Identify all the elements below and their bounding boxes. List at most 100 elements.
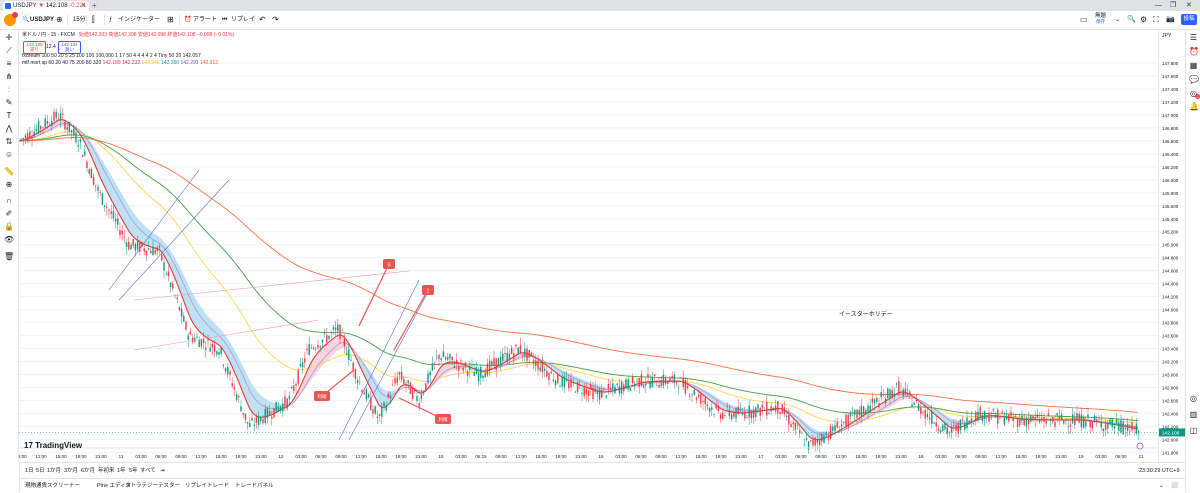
date-range-icon[interactable]: ⇥ (160, 463, 165, 479)
candle-body (623, 385, 624, 392)
alert-icon[interactable]: ⏰ (184, 11, 191, 29)
icons-tool-icon[interactable]: ☺ (4, 150, 14, 159)
range-1m[interactable]: 1か月 (47, 463, 61, 479)
publish-button[interactable]: 投稿 (1181, 14, 1197, 25)
drawn-trendline[interactable] (109, 170, 199, 290)
redo-icon[interactable]: ↷ (272, 11, 279, 29)
range-3m[interactable]: 3か月 (64, 463, 78, 479)
range-5y[interactable]: 5年 (129, 463, 138, 479)
camera-snapshot-icon[interactable]: 📷 (1166, 11, 1175, 29)
tab-strategy-tester[interactable]: ストラテジーテスター (125, 479, 180, 493)
holiday-note[interactable]: イースターホリデー (839, 310, 893, 318)
watchlist-icon[interactable]: ☰ (1189, 33, 1198, 42)
replay-icon[interactable]: ⏮ (222, 11, 227, 29)
candle-body (863, 407, 864, 414)
candle-body (742, 412, 743, 414)
lock-icon[interactable]: 🔒 (4, 222, 14, 231)
range-6m[interactable]: 6か月 (81, 463, 95, 479)
candle-body (436, 357, 437, 358)
alerts-clock-icon[interactable]: ⏰ (1189, 47, 1198, 56)
chart-pane[interactable]: S1利確利確イースターホリデー09:0012:0015:0018:0021:00… (19, 30, 1158, 462)
ma-red-line[interactable] (19, 120, 1138, 440)
clock-timezone[interactable]: 23:30:29 UTC+9 (1139, 463, 1180, 479)
interval-button[interactable]: 15分 (73, 11, 86, 29)
hide-drawings-icon[interactable]: 👁 (4, 235, 14, 244)
compare-add-icon[interactable]: ⊕ (56, 11, 63, 29)
settings-gear-icon[interactable]: ⚙ (1140, 11, 1147, 29)
range-1d[interactable]: 1日 (25, 463, 34, 479)
calendar-icon[interactable]: ▥ (1189, 410, 1198, 419)
magnet-icon[interactable]: ∩ (4, 196, 14, 205)
candle-body (168, 272, 169, 276)
candle-body (702, 401, 703, 402)
drawn-trendline[interactable] (119, 180, 229, 300)
maximize-button[interactable]: ❐ (1170, 0, 1176, 11)
range-5d[interactable]: 5日 (36, 463, 45, 479)
data-window-icon[interactable]: ▦ (1189, 61, 1198, 70)
trash-icon[interactable]: 🗑 (4, 252, 14, 261)
symbol-search-button[interactable]: USDJPY (30, 11, 54, 29)
layers-icon[interactable]: ◫ (1189, 426, 1198, 435)
price-tick-label: 146.000 (1162, 178, 1179, 183)
pitchfork-icon[interactable]: ⋔ (4, 72, 14, 81)
ma-orange-line[interactable] (19, 138, 1138, 413)
stay-drawing-icon[interactable]: ✐ (4, 209, 14, 218)
ruler-icon[interactable]: 📏 (4, 167, 14, 176)
fullscreen-icon[interactable]: ⛶ (1153, 11, 1159, 29)
crosshair-icon[interactable]: ✛ (4, 33, 14, 42)
trendline-icon[interactable]: ⟋ (4, 46, 14, 55)
candle-body (335, 328, 336, 331)
zoom-in-icon[interactable]: ⊕ (4, 180, 14, 189)
tab-replay-trade[interactable]: リプレイトレード (185, 479, 229, 493)
collapse-panel-icon[interactable]: ⌄ (1159, 479, 1164, 493)
layout-icon[interactable]: ▭ (1080, 11, 1088, 29)
fib-tools-icon[interactable]: ⫶ (4, 85, 14, 94)
range-1y[interactable]: 1年 (117, 463, 126, 479)
browser-tab[interactable]: USDJPY ▼ 142.108 -0.221 ✕ (3, 1, 89, 11)
horizontal-lines-icon[interactable]: ≡ (4, 59, 14, 68)
new-tab-button[interactable]: + (92, 0, 97, 11)
pattern-icon[interactable]: ⋀ (4, 124, 14, 133)
tab-trade-panel[interactable]: トレードパネル (235, 479, 274, 493)
templates-icon[interactable]: ⊞ (167, 11, 174, 29)
range-all[interactable]: すべて (140, 463, 156, 479)
close-window-button[interactable]: ✕ (1186, 0, 1192, 11)
brush-icon[interactable]: ✎ (4, 98, 14, 107)
ma-purple-line[interactable] (19, 124, 1138, 435)
order-quantity[interactable]: 12.4 (46, 44, 56, 50)
range-ytd[interactable]: 年初来 (98, 463, 115, 479)
tab-screener[interactable]: 現物通貨スクリーナー (25, 479, 80, 493)
chat-icon[interactable]: 💬 (1189, 75, 1198, 84)
quick-search-icon[interactable]: 🔍 (1127, 11, 1136, 29)
symbol-search-icon[interactable]: 🔍 (22, 11, 29, 29)
chevron-down-icon[interactable]: ⌄ (1115, 11, 1120, 29)
layout-save-button[interactable]: 無題 保存 (1095, 13, 1106, 25)
indicators-icon[interactable]: ƒ (109, 11, 112, 29)
indicator-mtf-label[interactable]: mtf mort sp 60 20 40 75 200 80 320 (22, 60, 101, 66)
event-marker-icon[interactable] (1137, 443, 1143, 449)
tab-close-icon[interactable]: ✕ (81, 1, 86, 11)
maximize-panel-icon[interactable]: ⬜ (1171, 479, 1178, 493)
alert-button[interactable]: アラート (193, 11, 217, 29)
candle-style-icon[interactable]: ⫿ (92, 11, 95, 29)
sell-button[interactable]: 142.109 売り (23, 41, 46, 54)
replay-button[interactable]: リプレイ (231, 11, 255, 29)
indicators-button[interactable]: インジケーター (118, 11, 160, 29)
currency-label[interactable]: JPY (1162, 33, 1172, 39)
buy-button[interactable]: 142.131 買い (58, 41, 81, 54)
time-axis[interactable]: 09:0012:0015:0018:0021:001103:0006:0009:… (19, 448, 1158, 459)
text-tool-icon[interactable]: T (4, 111, 14, 120)
candle-body (502, 354, 503, 362)
price-chart[interactable]: S1利確利確イースターホリデー09:0012:0015:0018:0021:00… (19, 30, 1158, 462)
symbol-title[interactable]: 米ドル / 円 · 15 · FXCM (22, 32, 75, 38)
help-icon[interactable]: ◎ (1189, 394, 1198, 403)
undo-icon[interactable]: ↶ (259, 11, 266, 29)
cloud-segment (325, 343, 328, 363)
minimize-button[interactable]: — (1155, 0, 1162, 11)
indicator-fxdream[interactable]: fxdream 100 50 20 5 25 100 100 100,000 1… (22, 53, 234, 60)
forecast-icon[interactable]: ⇅ (4, 137, 14, 146)
avatar[interactable] (4, 14, 16, 26)
notifications-icon[interactable]: 🔔 (1189, 102, 1198, 111)
tradingview-logo[interactable]: 17 TradingView (24, 441, 82, 450)
